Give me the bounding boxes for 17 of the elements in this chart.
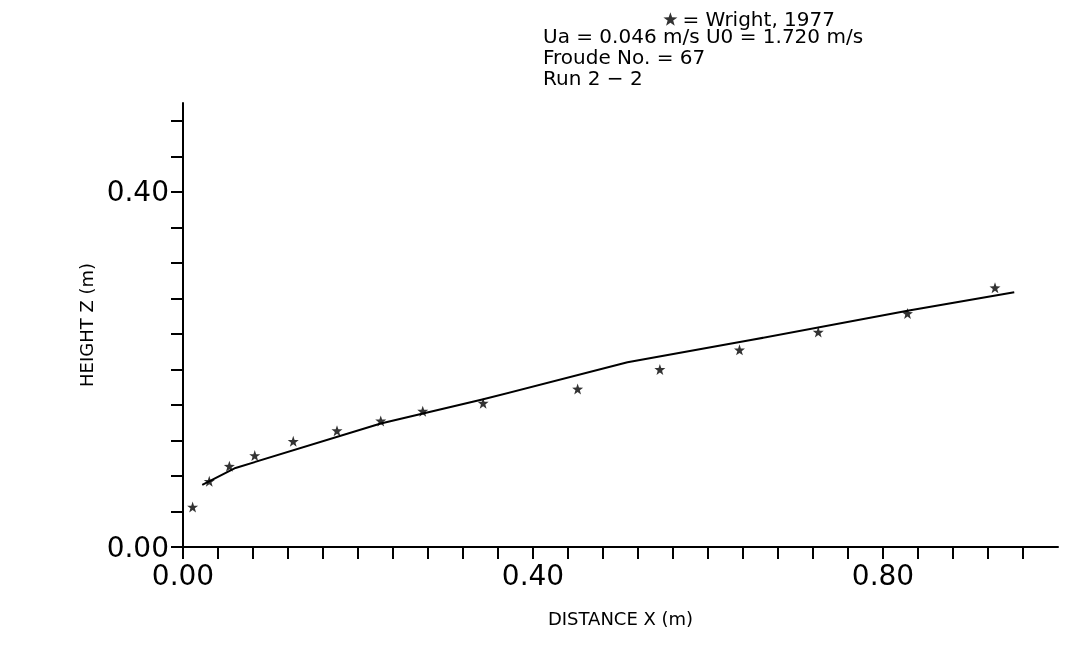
point (734, 344, 745, 356)
point (331, 425, 343, 437)
x-tick-label: 0.40 (501, 558, 565, 592)
x-tick-label: 0.00 (151, 558, 215, 592)
x-tick-label: 0.80 (851, 558, 915, 592)
point (812, 326, 824, 338)
x-axis-title: DISTANCE X (m) (547, 607, 694, 629)
point (249, 450, 261, 462)
y-axis-title: HEIGHT Z (m) (76, 262, 98, 388)
point (187, 501, 199, 513)
text: Run 2 − 2 (543, 66, 643, 90)
point (989, 282, 1001, 294)
point (223, 460, 235, 472)
point (572, 383, 584, 395)
point (654, 363, 666, 375)
point (287, 435, 299, 447)
text: Froude No. = 67 (543, 45, 706, 69)
